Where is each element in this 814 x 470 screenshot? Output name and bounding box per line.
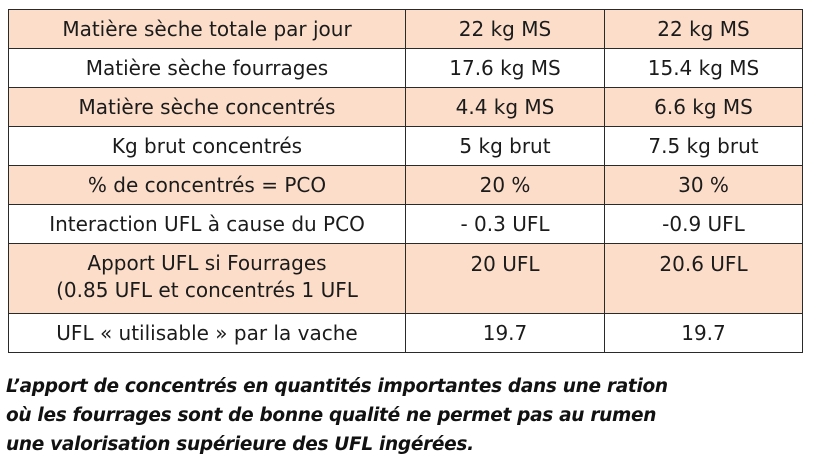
value-ration-1: - 0.3 UFL <box>405 204 605 244</box>
caption: L’apport de concentrés en quantités impo… <box>6 372 806 459</box>
caption-line-1: L’apport de concentrés en quantités impo… <box>6 376 668 397</box>
row-label: % de concentrés = PCO <box>8 165 406 205</box>
table-row-kg-brut: Kg brut concentrés 5 kg brut 7.5 kg brut <box>8 126 803 166</box>
row-label: Matière sèche fourrages <box>8 48 406 88</box>
value-ration-2: 22 kg MS <box>604 9 803 49</box>
value-ration-2: 6.6 kg MS <box>604 87 803 127</box>
value-ration-1: 17.6 kg MS <box>405 48 605 88</box>
value-ration-1: 22 kg MS <box>405 9 605 49</box>
caption-line-2: où les fourrages sont de bonne qualité n… <box>6 405 657 426</box>
table-row-ufl-utilisable: UFL « utilisable » par la vache 19.7 19.… <box>8 313 803 353</box>
value-ration-1: 19.7 <box>405 313 605 353</box>
value-ration-2: 15.4 kg MS <box>604 48 803 88</box>
table-row-interaction: Interaction UFL à cause du PCO - 0.3 UFL… <box>8 204 803 244</box>
value-ration-2: 19.7 <box>604 313 803 353</box>
ration-comparison-table: Matière sèche totale par jour 22 kg MS 2… <box>8 9 803 353</box>
row-label: Apport UFL si Fourrages (0.85 UFL et con… <box>8 243 406 314</box>
table-row-ms-concentres: Matière sèche concentrés 4.4 kg MS 6.6 k… <box>8 87 803 127</box>
table-row-ms-fourrages: Matière sèche fourrages 17.6 kg MS 15.4 … <box>8 48 803 88</box>
caption-line-3: une valorisation supérieure des UFL ingé… <box>6 434 474 455</box>
value-ration-2: 30 % <box>604 165 803 205</box>
row-label-line-2: (0.85 UFL et concentrés 1 UFL <box>56 278 358 302</box>
value-ration-2: 20.6 UFL <box>604 243 803 314</box>
row-label: Kg brut concentrés <box>8 126 406 166</box>
value-ration-1: 5 kg brut <box>405 126 605 166</box>
row-label: Matière sèche totale par jour <box>8 9 406 49</box>
row-label: UFL « utilisable » par la vache <box>8 313 406 353</box>
row-label-line-1: Apport UFL si Fourrages <box>87 251 327 275</box>
value-ration-1: 20 UFL <box>405 243 605 314</box>
row-label: Interaction UFL à cause du PCO <box>8 204 406 244</box>
value-ration-2: -0.9 UFL <box>604 204 803 244</box>
table-row-ms-totale: Matière sèche totale par jour 22 kg MS 2… <box>8 9 803 49</box>
value-ration-1: 20 % <box>405 165 605 205</box>
table-row-pco: % de concentrés = PCO 20 % 30 % <box>8 165 803 205</box>
value-ration-1: 4.4 kg MS <box>405 87 605 127</box>
table-row-apport-ufl: Apport UFL si Fourrages (0.85 UFL et con… <box>8 243 803 314</box>
row-label: Matière sèche concentrés <box>8 87 406 127</box>
value-ration-2: 7.5 kg brut <box>604 126 803 166</box>
